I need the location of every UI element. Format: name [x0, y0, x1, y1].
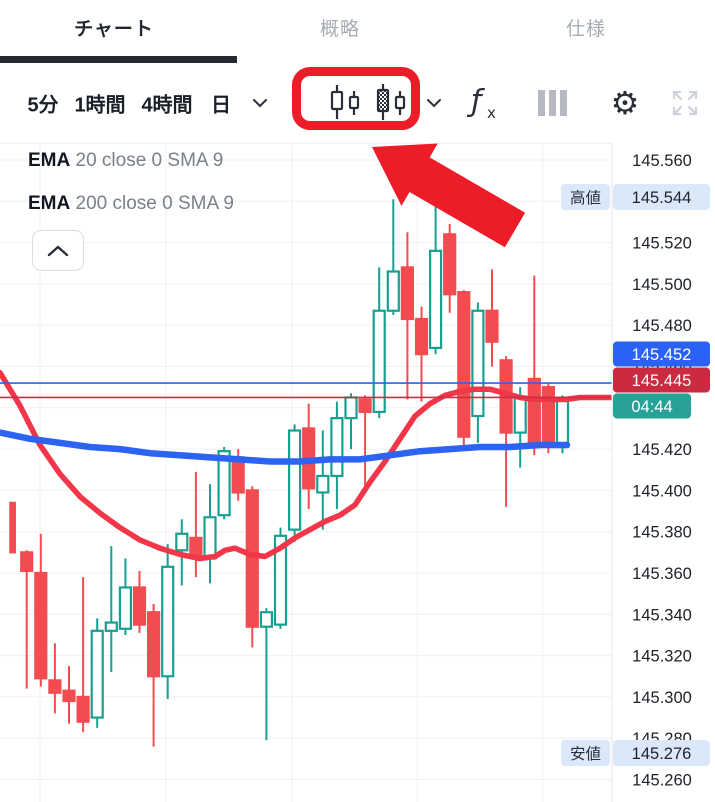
candle-body [513, 396, 527, 434]
interval-chevron-down-icon[interactable] [253, 99, 268, 108]
price-tick-label: 145.300 [632, 689, 692, 707]
candle-body [147, 611, 161, 678]
candle-body [471, 309, 485, 418]
candle-body [386, 270, 400, 312]
candle-body [175, 532, 189, 552]
candle-body [245, 489, 259, 628]
low-label-badge [561, 740, 610, 766]
candle-body [429, 249, 443, 350]
ema200-line [0, 429, 571, 465]
price-axis-background[interactable] [612, 143, 715, 802]
candle-body [344, 396, 358, 420]
candle-body [217, 450, 231, 517]
bid-price-badge [613, 341, 710, 367]
ema20-line [0, 369, 615, 562]
low-value-badge-text: 145.276 [632, 745, 692, 763]
candle-body [203, 516, 217, 560]
indicator-legend-ema200[interactable]: EMA 200 close 0 SMA 9 [28, 193, 234, 215]
high-label-badge [561, 184, 610, 210]
compare-columns-icon[interactable] [538, 89, 568, 117]
candle-countdown-badge [613, 393, 691, 419]
interval-daily-button[interactable]: 日 [211, 94, 231, 117]
fullscreen-expand-icon[interactable] [671, 89, 699, 117]
tab-overview[interactable]: 概略 [319, 19, 361, 40]
candle-countdown-badge-text: 04:44 [631, 398, 672, 416]
candle-body [273, 534, 288, 626]
price-tick-label: 145.560 [632, 152, 692, 170]
indicators-fx-icon[interactable]: ƒ x [466, 83, 501, 123]
candle-body [161, 565, 175, 678]
candle-body [358, 398, 372, 414]
svg-text:x: x [487, 104, 496, 122]
bid-price-badge-text: 145.452 [632, 346, 692, 364]
price-tick-label: 145.520 [632, 235, 692, 253]
interval-1hour-button[interactable]: 1時間 [74, 94, 126, 117]
candle-body [20, 551, 34, 573]
tab-chart[interactable]: チャート [74, 19, 154, 40]
candle-body [414, 317, 429, 356]
ask-price-badge [613, 367, 710, 393]
price-tick-label: 145.480 [632, 317, 692, 335]
candle-body [62, 689, 76, 703]
chart-toolbar: 5分 1時間 4時間 日 [0, 63, 715, 144]
interval-4hour-button[interactable]: 4時間 [141, 94, 193, 117]
candle-body [76, 695, 90, 723]
high-value-badge-text: 145.544 [632, 189, 692, 207]
price-tick-label: 145.360 [632, 565, 692, 583]
price-tick-label: 145.260 [632, 772, 692, 790]
candle-body [316, 474, 330, 494]
candle-body [288, 429, 302, 531]
candlestick-chart[interactable]: 145.560145.540145.520145.500145.480145.4… [0, 143, 715, 802]
style-chevron-down-icon[interactable] [427, 99, 442, 108]
high-label-badge-text: 高値 [570, 189, 601, 207]
candle-body [132, 586, 147, 626]
price-tick-label: 145.340 [632, 606, 692, 624]
indicator-name: EMA [28, 150, 71, 171]
ask-price-badge-text: 145.445 [632, 372, 692, 390]
candle-body [48, 679, 62, 694]
hollow-candles-style-icon[interactable] [372, 82, 408, 124]
tab-specs[interactable]: 仕様 [565, 19, 607, 40]
indicator-params: 200 close 0 SMA 9 [75, 193, 234, 214]
price-tick-label: 145.500 [632, 276, 692, 294]
candle-body [372, 309, 386, 414]
svg-text:ƒ: ƒ [467, 84, 485, 119]
settings-gear-icon[interactable]: ⚙ [610, 84, 640, 122]
candle-body [457, 291, 471, 438]
tab-bar: チャート 概略 仕様 [0, 0, 715, 63]
price-tick-label: 145.400 [632, 482, 692, 500]
indicator-legend-ema20[interactable]: EMA 20 close 0 SMA 9 [28, 150, 223, 172]
candles-style-icon[interactable] [326, 82, 362, 124]
candle-body [485, 309, 499, 343]
collapse-legend-button[interactable] [32, 230, 84, 271]
candle-body [555, 398, 570, 449]
candle-body [400, 266, 414, 321]
candle-body [541, 386, 556, 445]
candle-body [259, 611, 273, 628]
candle-body [118, 586, 133, 630]
active-tab-underline [0, 56, 237, 63]
indicator-params: 20 close 0 SMA 9 [75, 150, 224, 171]
low-value-badge [613, 740, 710, 766]
candle-body [330, 417, 344, 478]
candle-body [90, 629, 104, 719]
candle-body [34, 571, 48, 680]
price-tick-label: 145.320 [632, 648, 692, 666]
candle-body [527, 377, 541, 449]
high-value-badge [613, 184, 710, 210]
interval-5min-button[interactable]: 5分 [27, 94, 59, 117]
candle-body [104, 621, 118, 632]
price-tick-label: 145.420 [632, 441, 692, 459]
price-tick-label: 145.380 [632, 524, 692, 542]
low-label-badge-text: 安値 [570, 745, 601, 763]
candle-body [9, 501, 16, 554]
candle-body [443, 233, 457, 296]
candle-body [189, 536, 203, 558]
indicator-name: EMA [28, 193, 71, 214]
